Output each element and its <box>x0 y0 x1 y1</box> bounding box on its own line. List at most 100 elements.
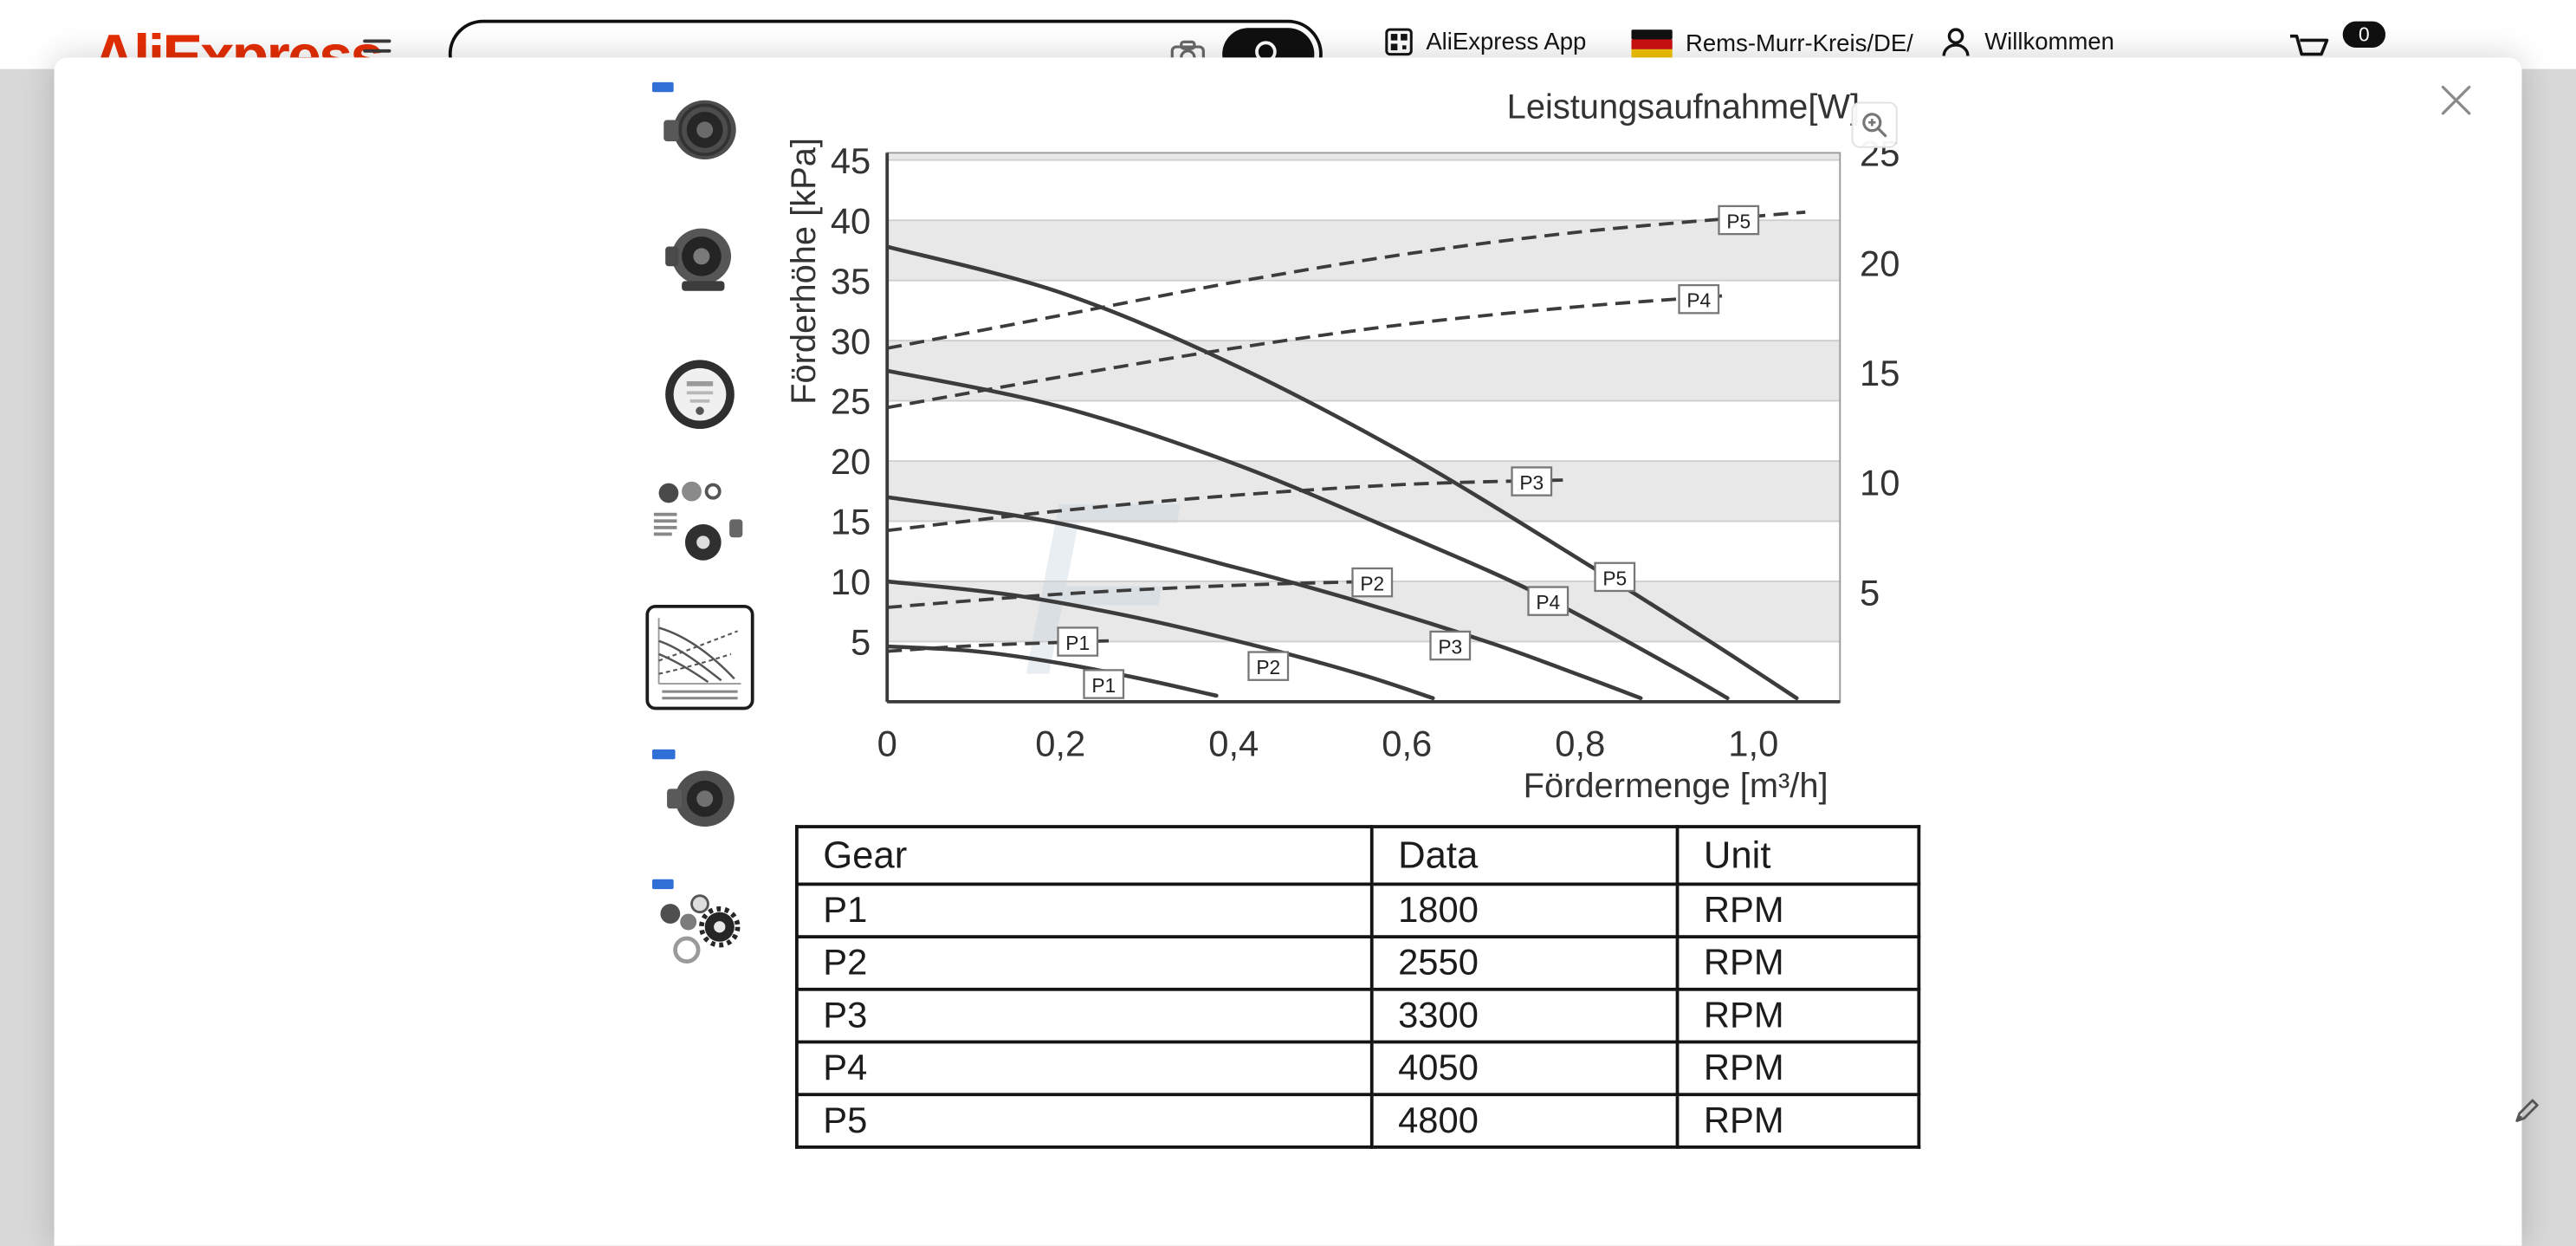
svg-text:30: 30 <box>831 321 871 361</box>
table-cell: P2 <box>795 935 1374 991</box>
table-cell: P4 <box>795 1040 1374 1097</box>
table-cell: RPM <box>1675 882 1921 939</box>
cart-count-badge: 0 <box>2342 21 2386 49</box>
table-cell: RPM <box>1675 935 1921 991</box>
svg-text:20: 20 <box>1860 243 1900 283</box>
table-header-row: Gear Data Unit <box>795 825 1921 886</box>
curve-label-box <box>1057 626 1099 657</box>
account-menu[interactable]: Willkommen <box>1940 26 2114 57</box>
site-header: AliExpress <box>0 0 2576 90</box>
svg-text:40: 40 <box>831 200 871 241</box>
user-icon <box>1942 28 1970 56</box>
table-row: P5 4800 RPM <box>795 1093 1921 1149</box>
zoom-icon[interactable] <box>1851 101 1898 148</box>
svg-text:P5: P5 <box>1726 210 1751 232</box>
curve-label-box <box>1594 561 1636 593</box>
table-cell: P3 <box>795 987 1374 1044</box>
svg-text:P4: P4 <box>1536 591 1560 613</box>
svg-text:15: 15 <box>831 502 871 542</box>
y-axis-label: Förderhöhe [kPa] <box>788 138 822 405</box>
table-cell: P5 <box>795 1093 1374 1149</box>
svg-text:0,6: 0,6 <box>1382 723 1432 763</box>
table-cell: RPM <box>1675 1093 1921 1149</box>
table-cell: 4800 <box>1369 1093 1680 1149</box>
power-curve-P5 <box>887 210 1806 350</box>
table-header-data: Data <box>1369 825 1680 886</box>
curve-label-box <box>1351 567 1394 598</box>
svg-text:P5: P5 <box>1602 567 1627 589</box>
thumbnail-pump-gauge-face[interactable] <box>645 343 754 449</box>
performance-chart: FP1P2P3P4P5P1P2P3P4P55101520253035404551… <box>788 88 1900 805</box>
svg-text:0,4: 0,4 <box>1208 723 1259 763</box>
svg-text:20: 20 <box>831 441 871 482</box>
menu-bar <box>363 39 392 44</box>
thumbnail-pump-exploded-parts[interactable] <box>645 871 754 977</box>
table-cell: RPM <box>1675 1040 1921 1097</box>
chart-title: Leistungsaufnahme[W] <box>1507 88 1860 127</box>
thumbnail-performance-chart[interactable] <box>645 604 754 711</box>
svg-text:P3: P3 <box>1519 471 1544 494</box>
svg-text:0,2: 0,2 <box>1035 723 1085 763</box>
gear-data-table: Gear Data Unit P1 1800 RPM P2 2550 RPM P3 3300 RPM… <box>795 825 1921 1149</box>
flag-icon <box>1631 29 1673 60</box>
svg-text:25: 25 <box>831 381 871 422</box>
pencil-icon[interactable] <box>2514 1096 2541 1132</box>
table-row: P2 2550 RPM <box>795 935 1921 991</box>
svg-text:P1: P1 <box>1065 632 1090 654</box>
table-row: P3 3300 RPM <box>795 987 1921 1044</box>
thumbnail-pump-side-view[interactable] <box>645 205 754 311</box>
table-cell: 2550 <box>1369 935 1680 991</box>
head-curve-P3 <box>887 495 1643 700</box>
table-cell: P1 <box>795 882 1374 939</box>
table-row: P4 4050 RPM <box>795 1040 1921 1097</box>
svg-text:P2: P2 <box>1256 656 1280 678</box>
curve-label-box <box>1678 283 1720 315</box>
curve-label-box <box>1511 466 1553 496</box>
curve-label-box <box>1718 204 1760 236</box>
table-row: P1 1800 RPM <box>795 882 1921 939</box>
svg-text:45: 45 <box>831 140 871 181</box>
svg-text:P1: P1 <box>1091 674 1116 697</box>
svg-text:5: 5 <box>851 622 871 663</box>
svg-text:10: 10 <box>831 561 871 602</box>
svg-text:0,8: 0,8 <box>1555 723 1605 763</box>
power-curve-P2 <box>887 579 1390 609</box>
app-download-label: AliExpress App <box>1426 29 1587 55</box>
table-cell: 3300 <box>1369 987 1680 1044</box>
svg-text:P4: P4 <box>1686 289 1711 312</box>
table-cell: 4050 <box>1369 1040 1680 1097</box>
main-product-image[interactable]: F P1 P2 P3 P4 P5 P1 P2 P3 P4 P5 5 10 15 20 25 30 35 40 45 5 1… <box>788 74 1974 1224</box>
head-curve-P5 <box>887 244 1799 700</box>
svg-text:0: 0 <box>877 723 897 763</box>
table-header-gear: Gear <box>795 825 1374 886</box>
x-axis-label: Fördermenge [m³/h] <box>1524 767 1828 805</box>
qr-code-icon <box>1385 28 1413 56</box>
svg-text:15: 15 <box>1860 353 1900 393</box>
region-selector[interactable]: Rems-Murr-Kreis/DE/ <box>1631 29 1913 60</box>
curve-label-box <box>1527 586 1570 616</box>
account-label: Willkommen <box>1984 29 2114 55</box>
power-curve-P3 <box>887 478 1563 533</box>
head-curve-P2 <box>887 579 1435 700</box>
thumbnail-pump-with-logo[interactable] <box>645 739 754 845</box>
app-download-link[interactable]: AliExpress App <box>1385 28 1587 56</box>
svg-text:10: 10 <box>1860 463 1900 503</box>
svg-text:5: 5 <box>1860 572 1880 613</box>
thumbnail-pump-parts-set[interactable] <box>645 473 754 579</box>
head-curve-P4 <box>887 368 1730 700</box>
curve-label-box <box>1247 651 1290 681</box>
menu-bar <box>363 49 392 54</box>
svg-text:P2: P2 <box>1360 573 1384 595</box>
region-label: Rems-Murr-Kreis/DE/ <box>1686 31 1913 58</box>
table-header-unit: Unit <box>1675 825 1921 886</box>
table-cell: 1800 <box>1369 882 1680 939</box>
close-icon[interactable] <box>2437 81 2476 120</box>
svg-text:35: 35 <box>831 261 871 302</box>
image-lightbox: F P1 P2 P3 P4 P5 P1 P2 P3 P4 P5 5 10 15 20 25 30 35 40 45 5 1… <box>54 57 2522 1246</box>
svg-text:P3: P3 <box>1438 636 1462 659</box>
thumbnail-pump-angled-view[interactable] <box>645 74 754 179</box>
svg-text:1,0: 1,0 <box>1728 723 1778 763</box>
curve-label-box <box>1429 630 1472 661</box>
